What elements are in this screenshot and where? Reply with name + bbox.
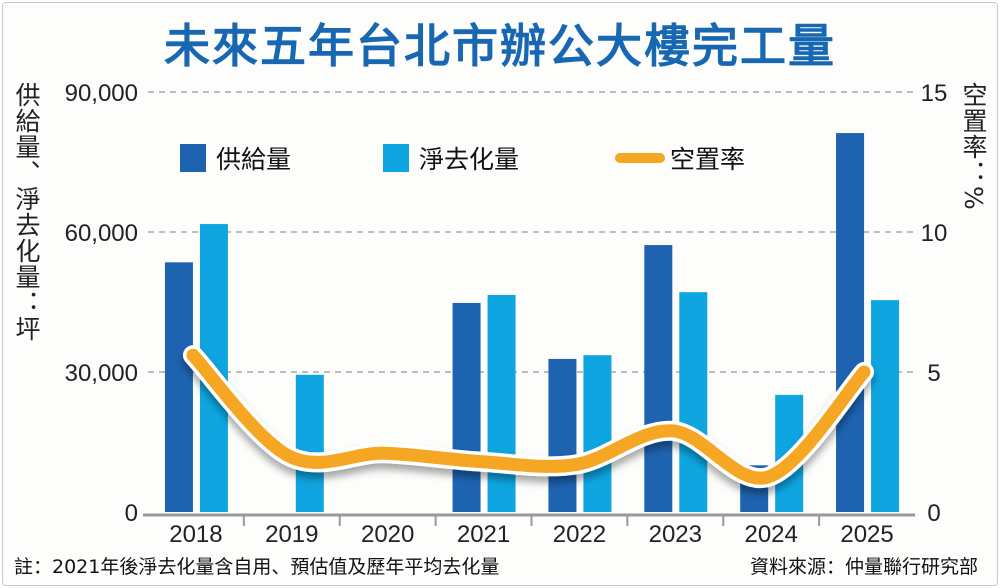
x-tick-label: 2023 [649,521,702,548]
x-tick-label: 2021 [457,521,510,548]
bar-absorption-2019 [295,374,324,512]
x-tick-label: 2019 [265,521,318,548]
legend-swatch [180,144,206,172]
right-tick-label: 10 [921,220,948,247]
bar-absorption-2022 [583,355,612,512]
bar-absorption-2021 [487,295,516,512]
chart-title: 未來五年台北市辦公大樓完工量 [164,19,836,73]
bar-absorption-2025 [871,300,900,512]
x-tick-label: 2022 [553,521,606,548]
bar-supply-2022 [548,358,577,512]
vacancy-line [186,348,871,485]
right-tick-label: 15 [921,80,948,107]
source-credit: 資料來源：仲量聯行研究部 [749,556,978,578]
bar-supply-2018 [164,262,193,512]
bar-supply-2021 [452,302,481,512]
left-tick-label: 90,000 [65,80,138,107]
left-tick-label: 30,000 [65,360,138,387]
footnote: 註：2021年後淨去化量含自用、預估值及歷年平均去化量 [14,556,500,578]
bar-absorption-2023 [679,292,708,512]
legend-label: 供給量 [216,145,291,174]
bar-supply-2023 [644,245,673,513]
left-axis-label: 供給量、淨去化量：坪 [12,82,41,342]
right-tick-label: 5 [927,360,940,387]
left-tick-label: 0 [125,500,138,527]
x-tick-label: 2020 [361,521,414,548]
x-tick-label: 2025 [840,521,893,548]
legend-swatch [383,144,409,172]
x-tick-label: 2018 [169,521,222,548]
x-tick-label: 2024 [744,521,797,548]
right-tick-label: 0 [927,500,940,527]
right-axis-label: 空置率：% [959,82,988,211]
legend-label: 空置率 [670,145,745,174]
legend-label: 淨去化量 [419,145,519,174]
left-tick-label: 60,000 [65,220,138,247]
bar-supply-2025 [836,133,865,513]
